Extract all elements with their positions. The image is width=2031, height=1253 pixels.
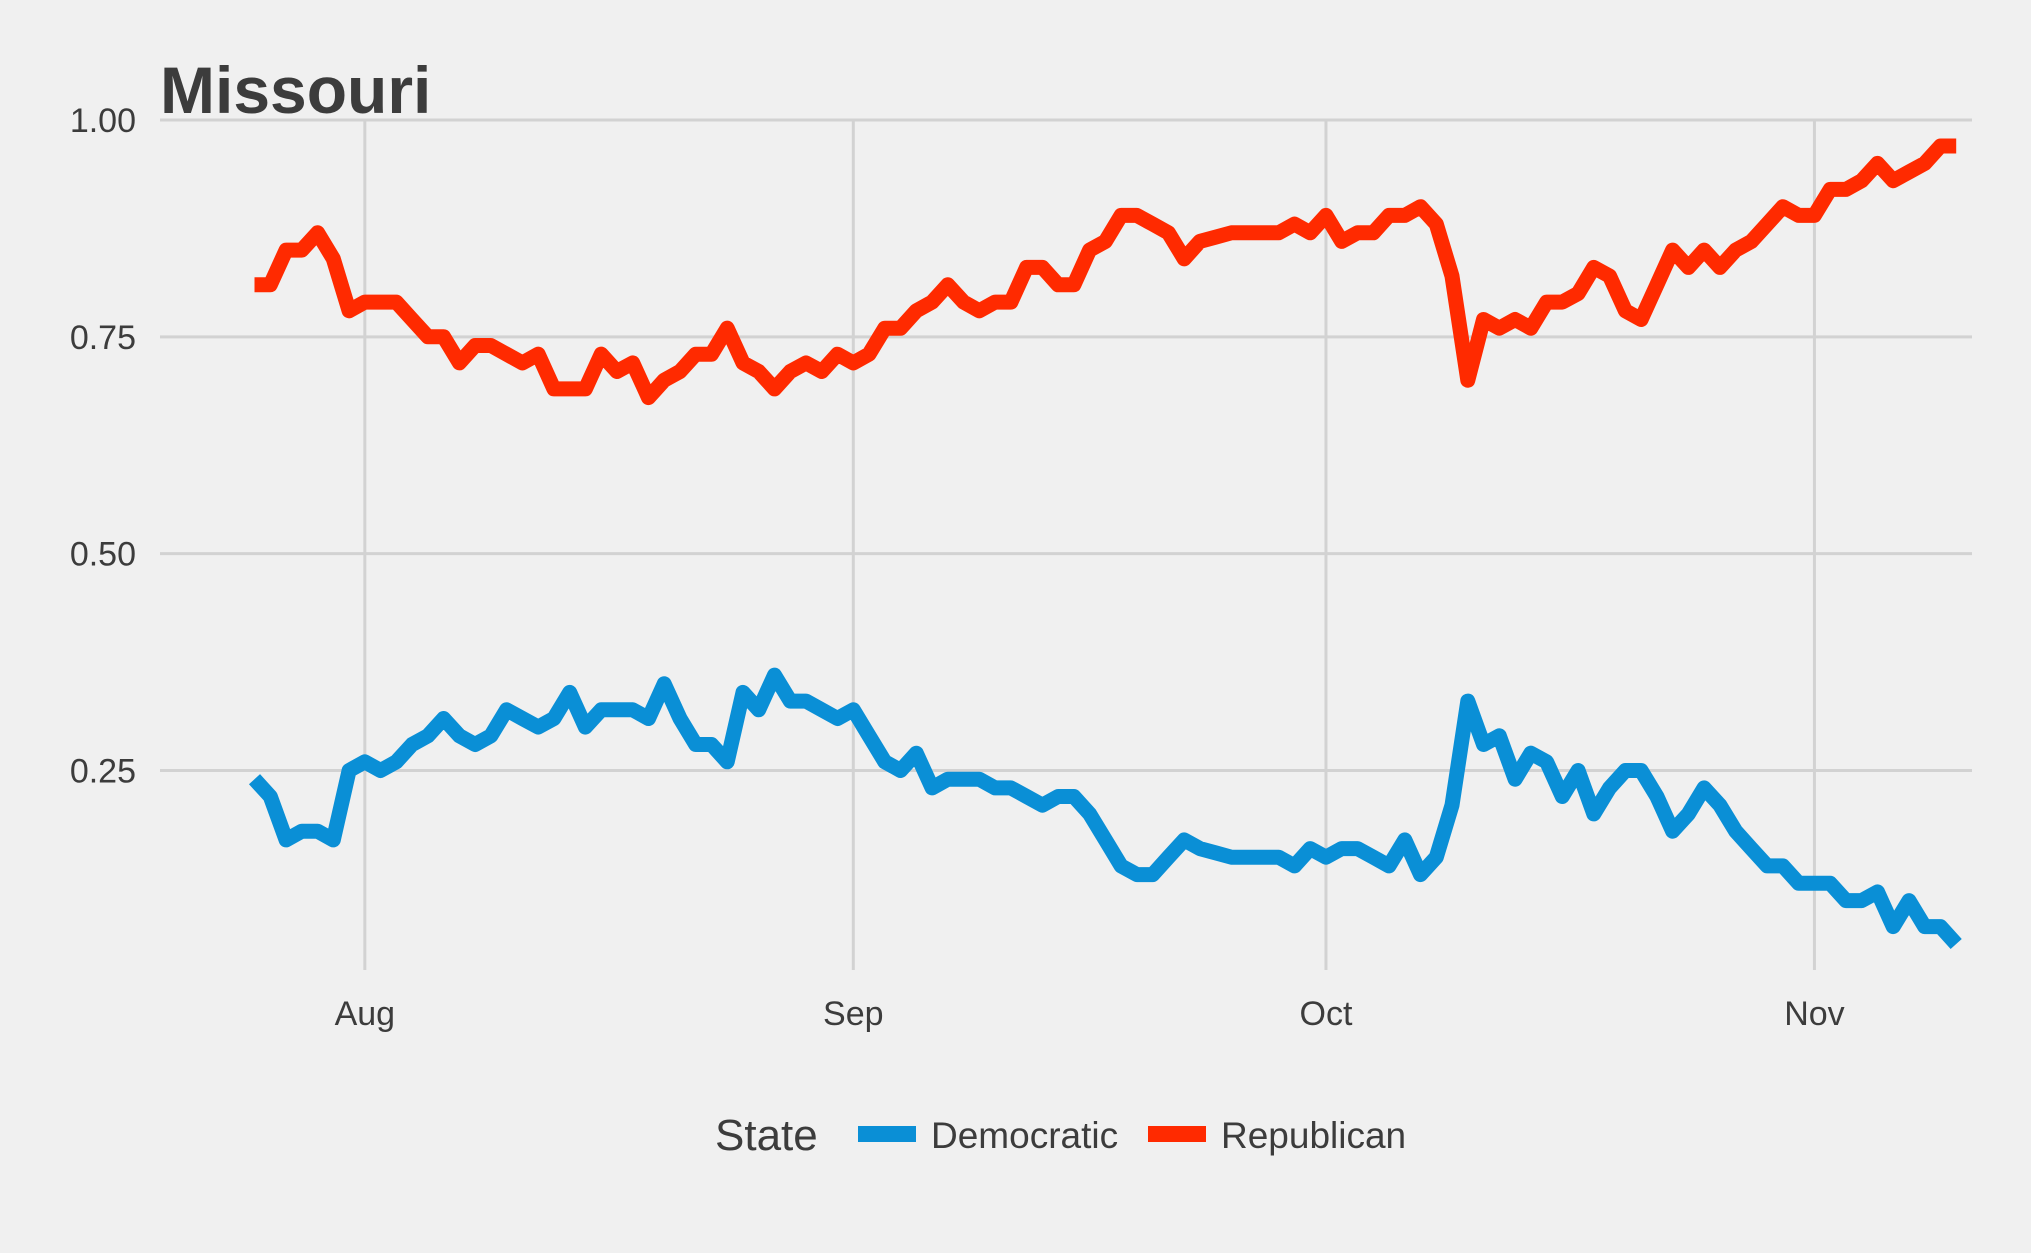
legend-key-democratic — [858, 1126, 916, 1142]
y-tick-label: 0.25 — [70, 753, 136, 791]
x-tick-label: Sep — [823, 995, 884, 1033]
legend-items: Democratic Republican — [858, 1115, 1406, 1156]
legend-label-republican: Republican — [1221, 1115, 1406, 1156]
y-tick-label: 0.50 — [70, 536, 136, 574]
x-tick-label: Nov — [1784, 995, 1844, 1033]
y-tick-label: 1.00 — [70, 102, 136, 140]
grid — [160, 118, 1972, 970]
x-tick-label: Oct — [1300, 995, 1353, 1033]
y-axis-tick-labels: 0.25 0.50 0.75 1.00 — [70, 102, 136, 791]
series-line-democratic — [248, 667, 1962, 950]
legend: State Democratic Republican — [715, 1111, 1406, 1160]
legend-title: State — [715, 1111, 818, 1160]
series-line-republican — [254, 138, 1957, 406]
series-lines — [248, 138, 1962, 950]
legend-label-democratic: Democratic — [931, 1115, 1118, 1156]
x-axis-tick-labels: Aug Sep Oct Nov — [335, 995, 1845, 1033]
x-tick-label: Aug — [335, 995, 396, 1033]
chart-title: Missouri — [160, 53, 431, 127]
legend-key-republican — [1148, 1126, 1206, 1142]
y-tick-label: 0.75 — [70, 319, 136, 357]
